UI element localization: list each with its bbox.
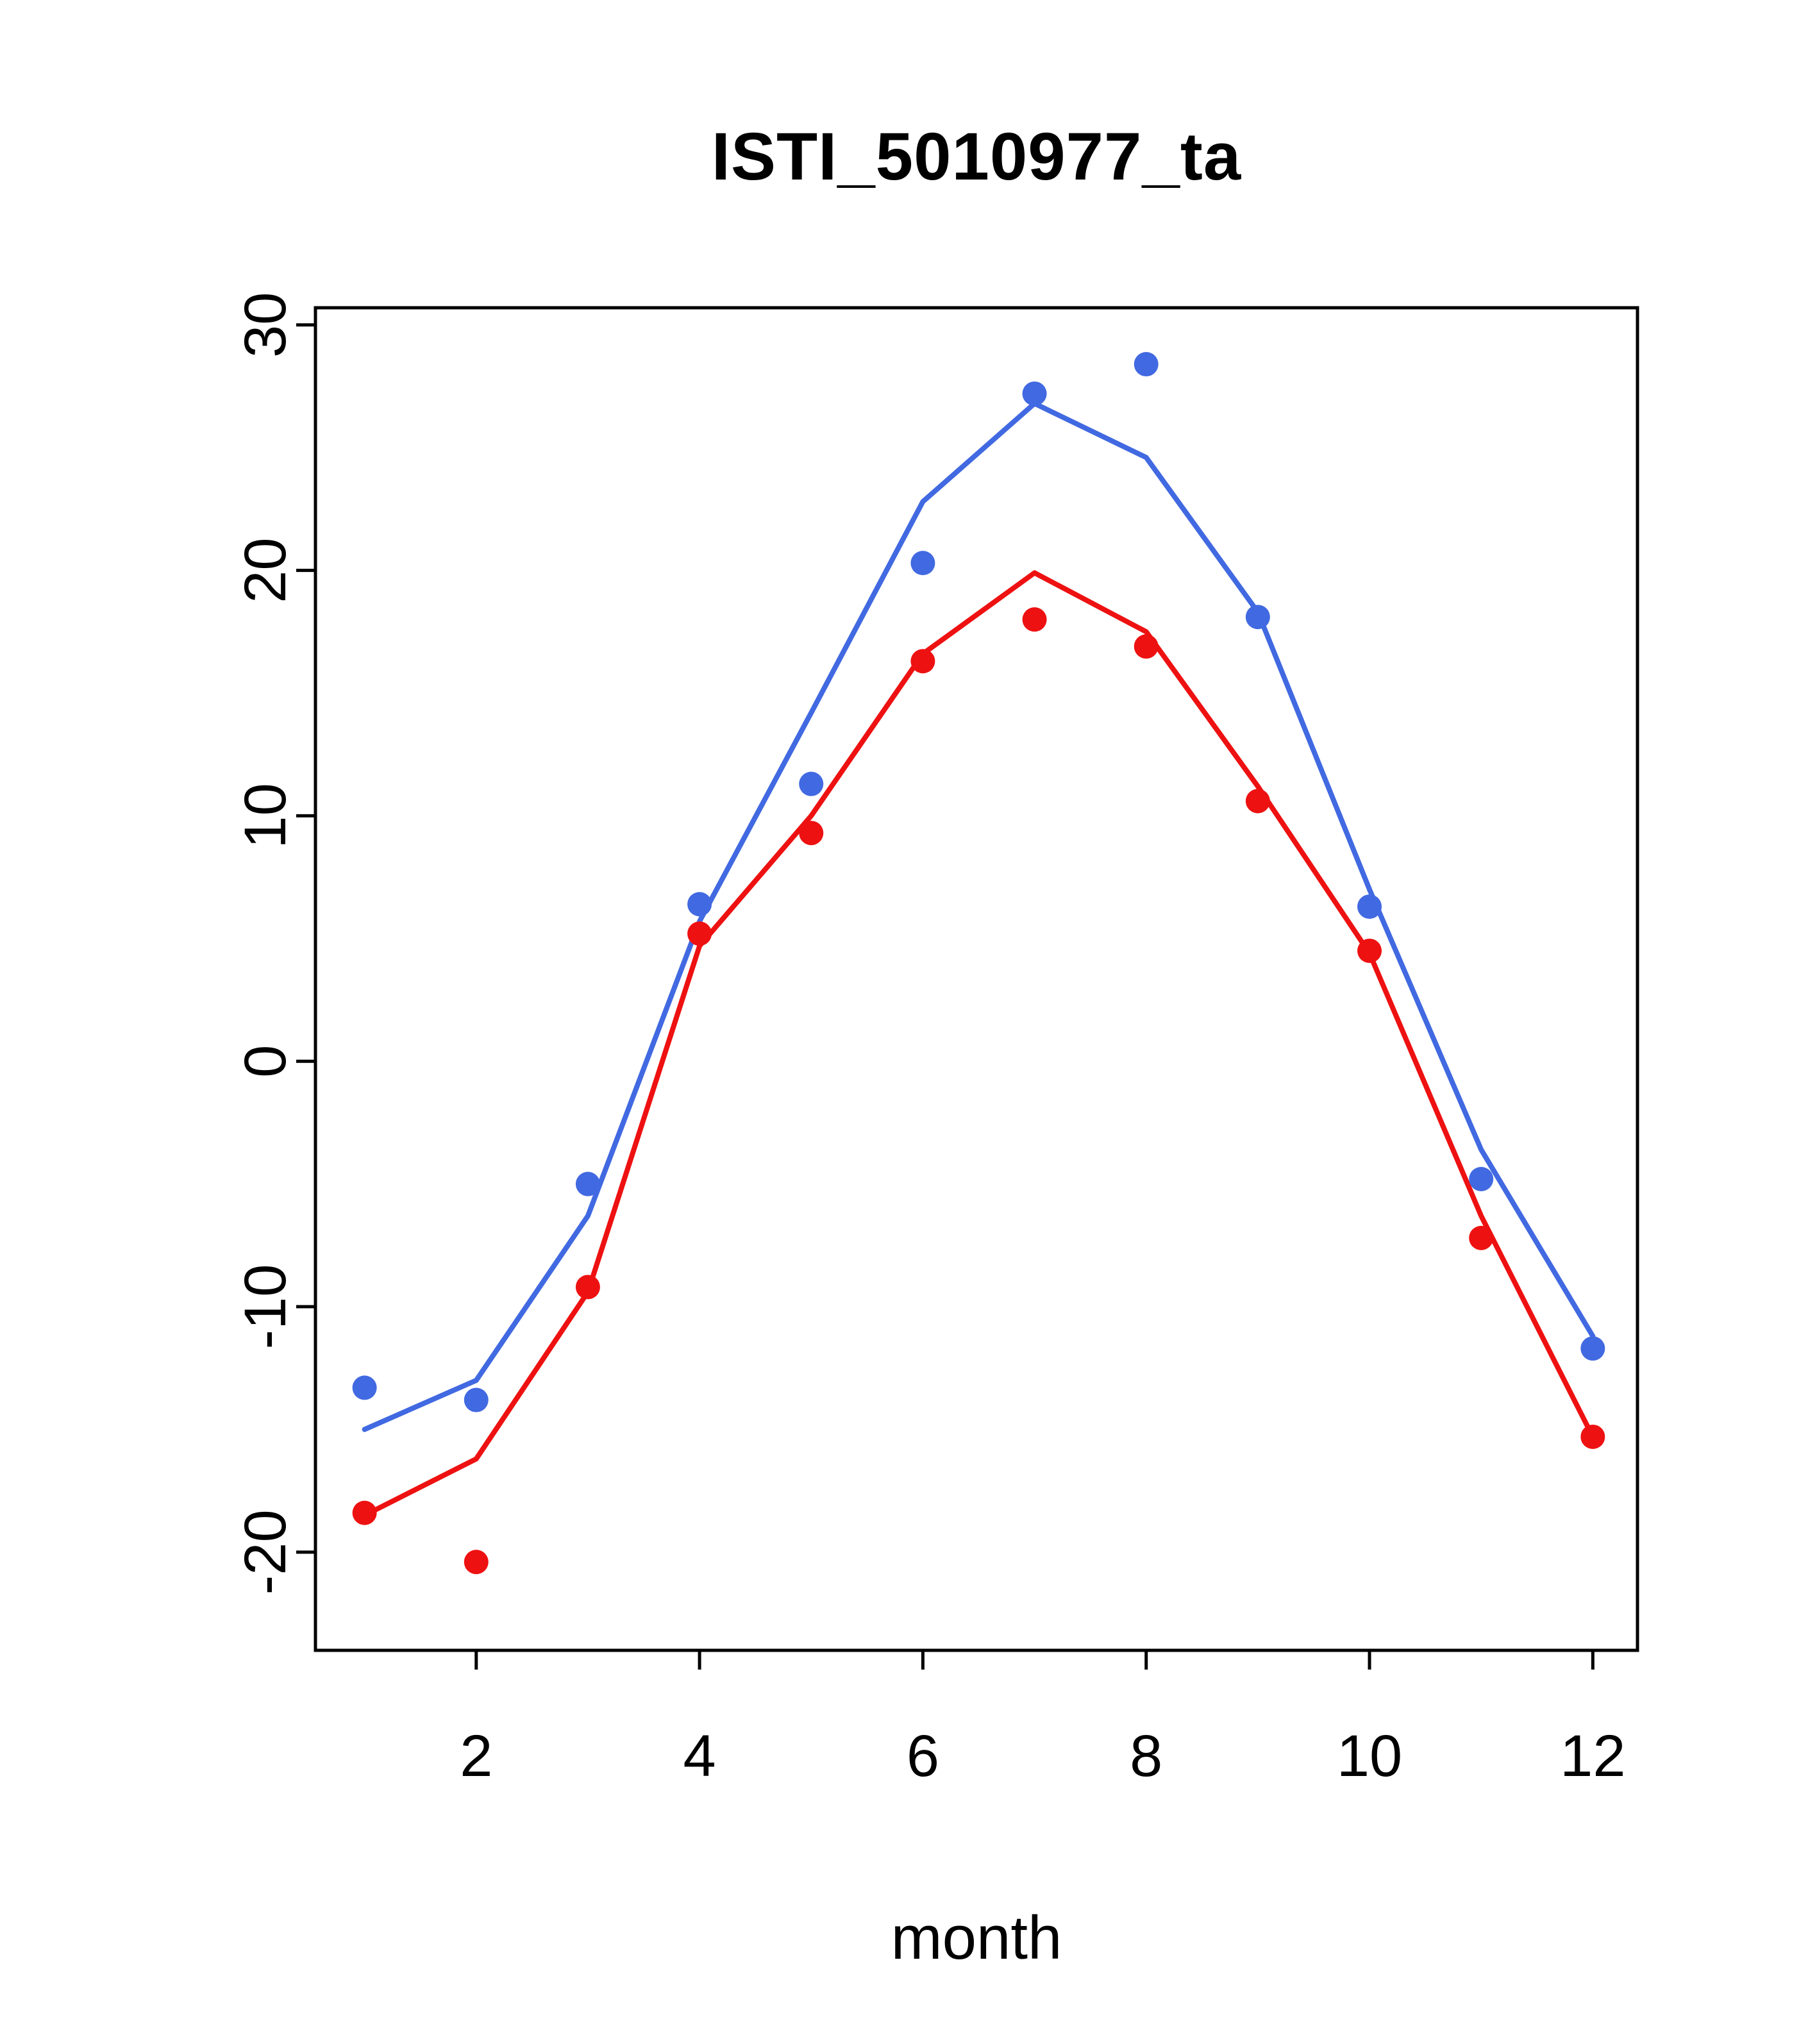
blue-points-point [1134, 352, 1159, 377]
red-points-point [1022, 607, 1047, 632]
blue-points-point [799, 771, 824, 796]
red-points-point [352, 1500, 377, 1525]
blue-points-point [1357, 894, 1382, 919]
red-points-point [910, 649, 935, 674]
red-points-point [799, 821, 824, 846]
x-tick-label: 10 [1337, 1723, 1402, 1789]
red-points-point [575, 1275, 600, 1300]
red-points-point [1134, 634, 1159, 659]
blue-points-point [910, 551, 935, 576]
plot-box [314, 306, 1639, 1652]
y-tick-label: 10 [233, 783, 298, 848]
red-points-point [1245, 789, 1270, 814]
x-tick-label: 8 [1130, 1723, 1162, 1789]
x-tick-label: 2 [460, 1723, 492, 1789]
blue-points-point [1469, 1166, 1494, 1191]
chart-title: ISTI_5010977_ta [711, 119, 1242, 194]
y-tick-label: -10 [233, 1264, 298, 1350]
red-points-point [1357, 938, 1382, 963]
red-line [362, 570, 1596, 1518]
y-tick-label: -20 [233, 1509, 298, 1595]
blue-points-point [1580, 1336, 1605, 1361]
red-points-point [1580, 1424, 1605, 1449]
y-tick-label: 30 [233, 292, 298, 358]
x-axis-label: month [891, 1904, 1062, 1972]
blue-points-point [352, 1375, 377, 1400]
blue-points-point [464, 1387, 489, 1412]
red-points-point [687, 921, 712, 946]
blue-points-point [1022, 381, 1047, 406]
y-tick-label: 0 [233, 1045, 298, 1078]
blue-points-point [687, 892, 712, 917]
blue-line [362, 401, 1596, 1432]
x-tick-label: 12 [1560, 1723, 1625, 1789]
blue-points-point [1245, 605, 1270, 630]
red-points-point [464, 1550, 489, 1575]
y-tick-label: 20 [233, 537, 298, 603]
red-points-point [1469, 1225, 1494, 1250]
blue-points-point [575, 1171, 600, 1196]
x-tick-label: 6 [907, 1723, 939, 1789]
x-tick-label: 4 [683, 1723, 716, 1789]
